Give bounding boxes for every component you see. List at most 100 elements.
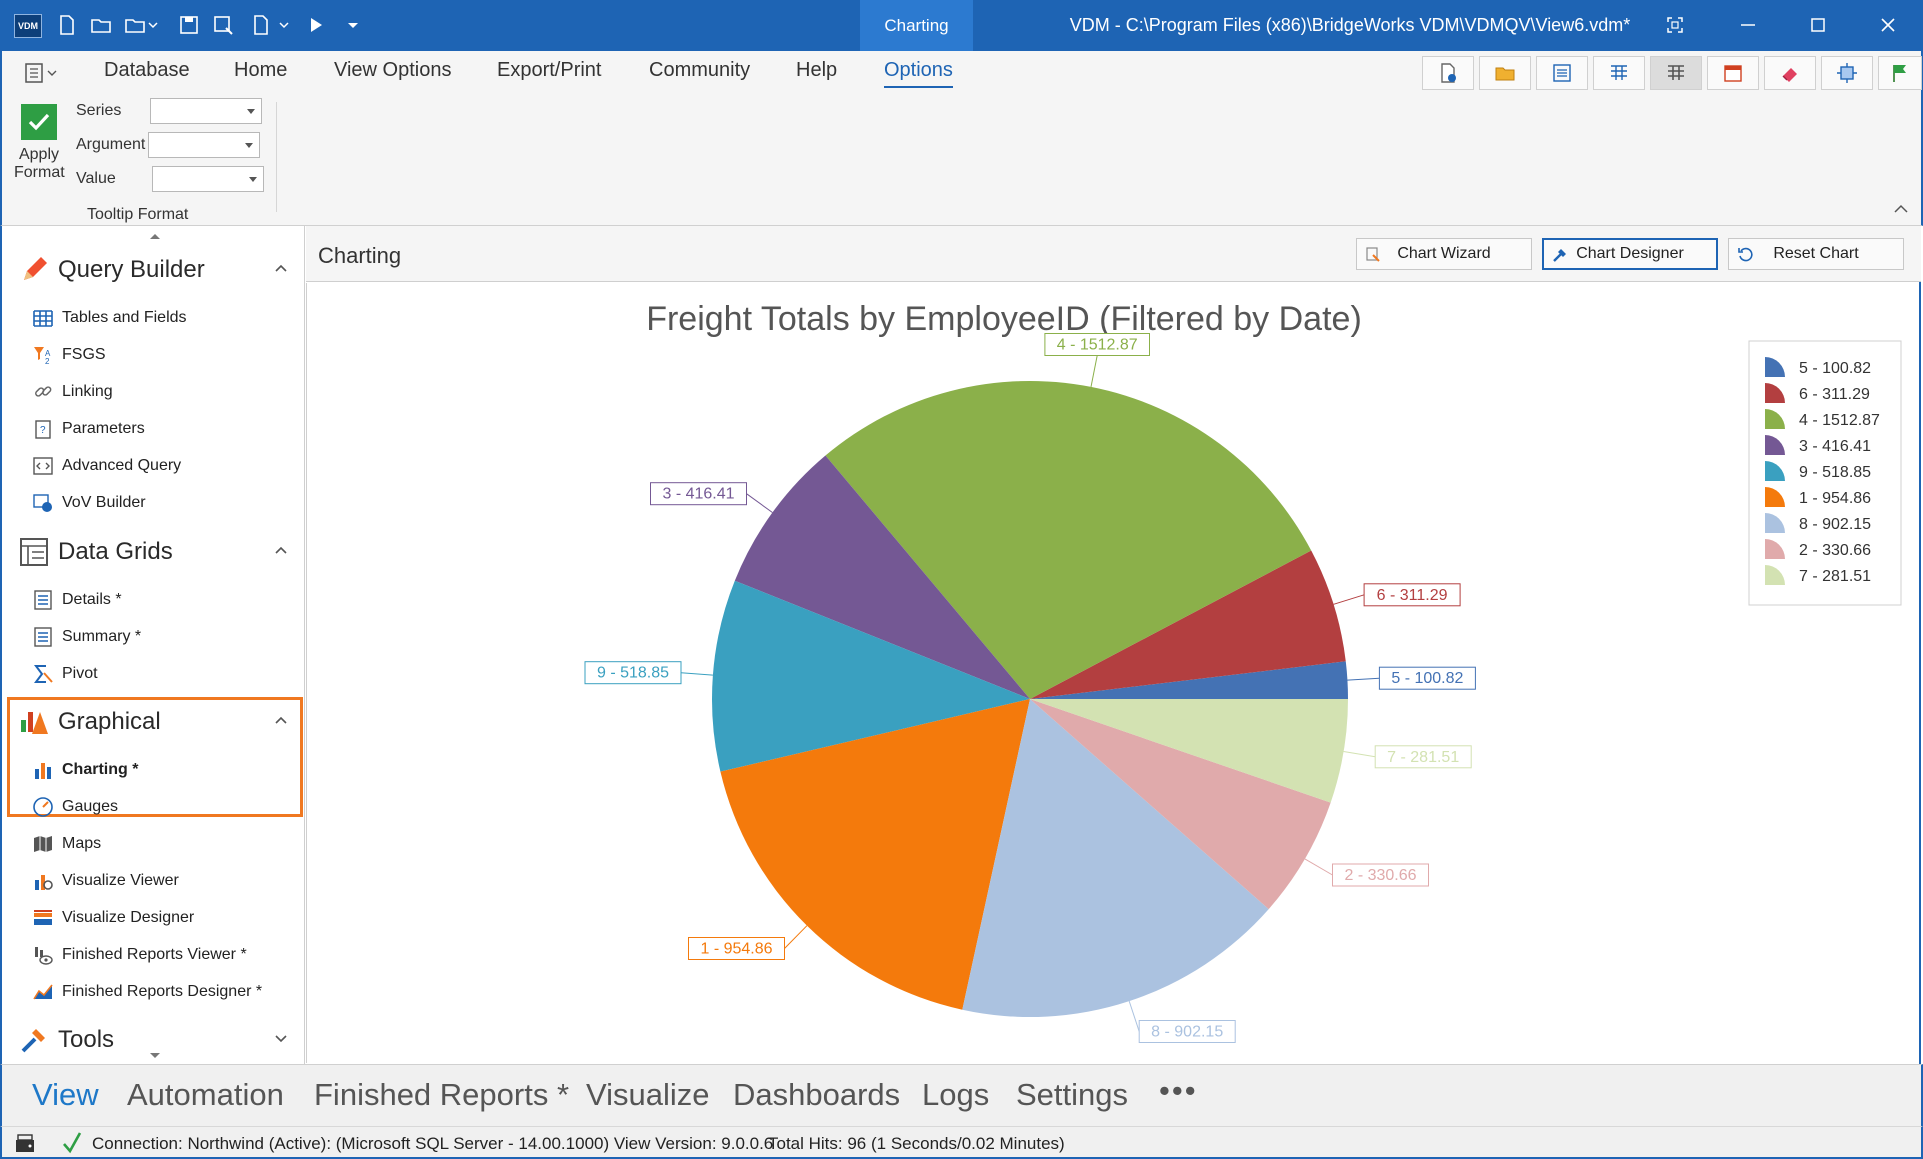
- sidebar-item-maps[interactable]: Maps: [32, 830, 292, 858]
- scroll-up-icon[interactable]: [148, 232, 162, 240]
- sidebar-item-parameters[interactable]: ? Parameters: [32, 415, 292, 443]
- save-icon[interactable]: [178, 14, 200, 36]
- fullscreen-icon[interactable]: [1660, 10, 1690, 40]
- sidebar-item-advanced-query[interactable]: Advanced Query: [32, 452, 292, 480]
- tab-database[interactable]: Database: [104, 59, 190, 81]
- tab-community[interactable]: Community: [649, 59, 751, 81]
- sidebar-item-details[interactable]: Details *: [32, 586, 292, 614]
- group-graphical[interactable]: Graphical: [14, 702, 296, 742]
- pie-slice-4-1512-87[interactable]: [825, 380, 1312, 699]
- reports-viewer-icon: [35, 947, 53, 965]
- chevron-up-icon[interactable]: [274, 263, 288, 273]
- sidebar-item-linking[interactable]: Linking: [32, 378, 292, 406]
- sidebar-item-label: Charting *: [62, 761, 139, 778]
- legend-item-9-518-85: 9 - 518.85: [1799, 464, 1871, 481]
- sidebar-item-visualize-viewer[interactable]: Visualize Viewer: [32, 867, 292, 895]
- pie-slice-6-311-29[interactable]: [1030, 550, 1346, 700]
- chevron-up-icon[interactable]: [274, 545, 288, 555]
- list-icon: [1553, 64, 1571, 82]
- export-dropdown-icon[interactable]: [250, 14, 292, 36]
- group-query-builder[interactable]: Query Builder: [14, 250, 296, 290]
- eraser-button[interactable]: [1764, 56, 1816, 90]
- app-menu-icon[interactable]: [24, 62, 60, 84]
- pie-slice-5-100-82[interactable]: [1030, 661, 1348, 699]
- pie-label-box: [688, 937, 785, 960]
- customize-quick-access-icon[interactable]: [342, 14, 364, 36]
- close-icon[interactable]: [1873, 10, 1903, 40]
- tab-help[interactable]: Help: [796, 59, 838, 81]
- tab-options[interactable]: Options: [884, 59, 953, 88]
- sidebar-item-summary[interactable]: Summary *: [32, 623, 292, 651]
- legend-swatch: [1765, 565, 1785, 585]
- sidebar-item-tables-and-fields[interactable]: Tables and Fields: [32, 304, 292, 332]
- nav-settings[interactable]: Settings: [1016, 1077, 1129, 1112]
- value-dropdown[interactable]: [152, 166, 264, 192]
- legend-swatch: [1765, 461, 1785, 481]
- apply-format-button[interactable]: Apply Format: [14, 104, 65, 194]
- open-view-button[interactable]: [1479, 56, 1531, 90]
- sidebar-item-vov-builder[interactable]: VoV Builder: [32, 489, 292, 517]
- value-label: Value: [76, 170, 116, 187]
- collapse-ribbon-icon[interactable]: [1893, 202, 1909, 216]
- context-tab-charting[interactable]: Charting: [860, 0, 973, 51]
- new-file-icon[interactable]: [56, 14, 78, 36]
- series-dropdown[interactable]: [150, 98, 262, 124]
- maximize-icon[interactable]: [1803, 10, 1833, 40]
- pie-slice-9-518-85[interactable]: [711, 580, 1030, 772]
- chart-wizard-button[interactable]: Chart Wizard: [1356, 238, 1532, 270]
- chevron-down-icon: [245, 143, 253, 148]
- pie-label-5-100-82: 5 - 100.82: [1391, 670, 1463, 687]
- sidebar-item-finished-reports-viewer[interactable]: Finished Reports Viewer *: [32, 941, 292, 969]
- nav-logs[interactable]: Logs: [922, 1077, 990, 1112]
- scroll-down-icon[interactable]: [148, 1052, 162, 1060]
- pie-label-2-330-66: 2 - 330.66: [1344, 867, 1416, 884]
- new-view-button[interactable]: [1422, 56, 1474, 90]
- pie-label-leader: [1128, 1000, 1140, 1032]
- group-data-grids[interactable]: Data Grids: [14, 532, 296, 572]
- list-view-button[interactable]: [1536, 56, 1588, 90]
- tab-home[interactable]: Home: [234, 59, 288, 81]
- nav-more[interactable]: •••: [1159, 1073, 1198, 1108]
- pie-slice-8-902-15[interactable]: [962, 699, 1269, 1018]
- pie-slice-7-281-51[interactable]: [1030, 699, 1348, 803]
- sidebar-item-visualize-designer[interactable]: Visualize Designer: [32, 904, 292, 932]
- run-icon[interactable]: [305, 14, 327, 36]
- fit-icon: [1837, 63, 1857, 83]
- calendar-button[interactable]: [1707, 56, 1759, 90]
- group-tools[interactable]: Tools: [14, 1020, 296, 1060]
- argument-dropdown[interactable]: [148, 132, 260, 158]
- reset-chart-button[interactable]: Reset Chart: [1728, 238, 1904, 270]
- sidebar-item-finished-reports-designer[interactable]: Finished Reports Designer *: [32, 978, 292, 1006]
- chart-designer-button[interactable]: Chart Designer: [1542, 238, 1718, 270]
- pie-label-leader: [1347, 677, 1380, 681]
- sidebar-item-pivot[interactable]: Pivot: [32, 660, 292, 688]
- chevron-down-icon: [249, 177, 257, 182]
- sidebar-item-gauges[interactable]: Gauges: [32, 793, 292, 821]
- nav-view[interactable]: View: [32, 1077, 99, 1112]
- pie-slice-3-416-41[interactable]: [734, 455, 1030, 699]
- flag-button[interactable]: [1878, 56, 1922, 90]
- sidebar-item-charting[interactable]: Charting *: [32, 756, 292, 784]
- open-dropdown-icon[interactable]: [124, 14, 158, 36]
- chevron-up-icon[interactable]: [274, 715, 288, 725]
- pie-slice-1-954-86[interactable]: [720, 699, 1030, 1010]
- chevron-down-icon[interactable]: [274, 1033, 288, 1043]
- grid-view-button[interactable]: [1593, 56, 1645, 90]
- save-as-icon[interactable]: [212, 14, 234, 36]
- sidebar-item-label: Visualize Viewer: [62, 872, 179, 889]
- nav-finished-reports[interactable]: Finished Reports *: [314, 1077, 570, 1112]
- nav-automation[interactable]: Automation: [127, 1077, 284, 1112]
- nav-dashboards[interactable]: Dashboards: [733, 1077, 901, 1112]
- sidebar-item-label: Maps: [62, 835, 102, 852]
- open-folder-icon[interactable]: [90, 14, 112, 36]
- tab-export-print[interactable]: Export/Print: [497, 59, 602, 81]
- nav-visualize[interactable]: Visualize: [586, 1077, 710, 1112]
- pie-slice-2-330-66[interactable]: [1030, 699, 1331, 910]
- tab-view-options[interactable]: View Options: [334, 59, 452, 81]
- minimize-icon[interactable]: [1733, 10, 1763, 40]
- summary-grid-button[interactable]: [1650, 56, 1702, 90]
- sidebar-item-label: Tables and Fields: [62, 309, 187, 326]
- fit-button[interactable]: [1821, 56, 1873, 90]
